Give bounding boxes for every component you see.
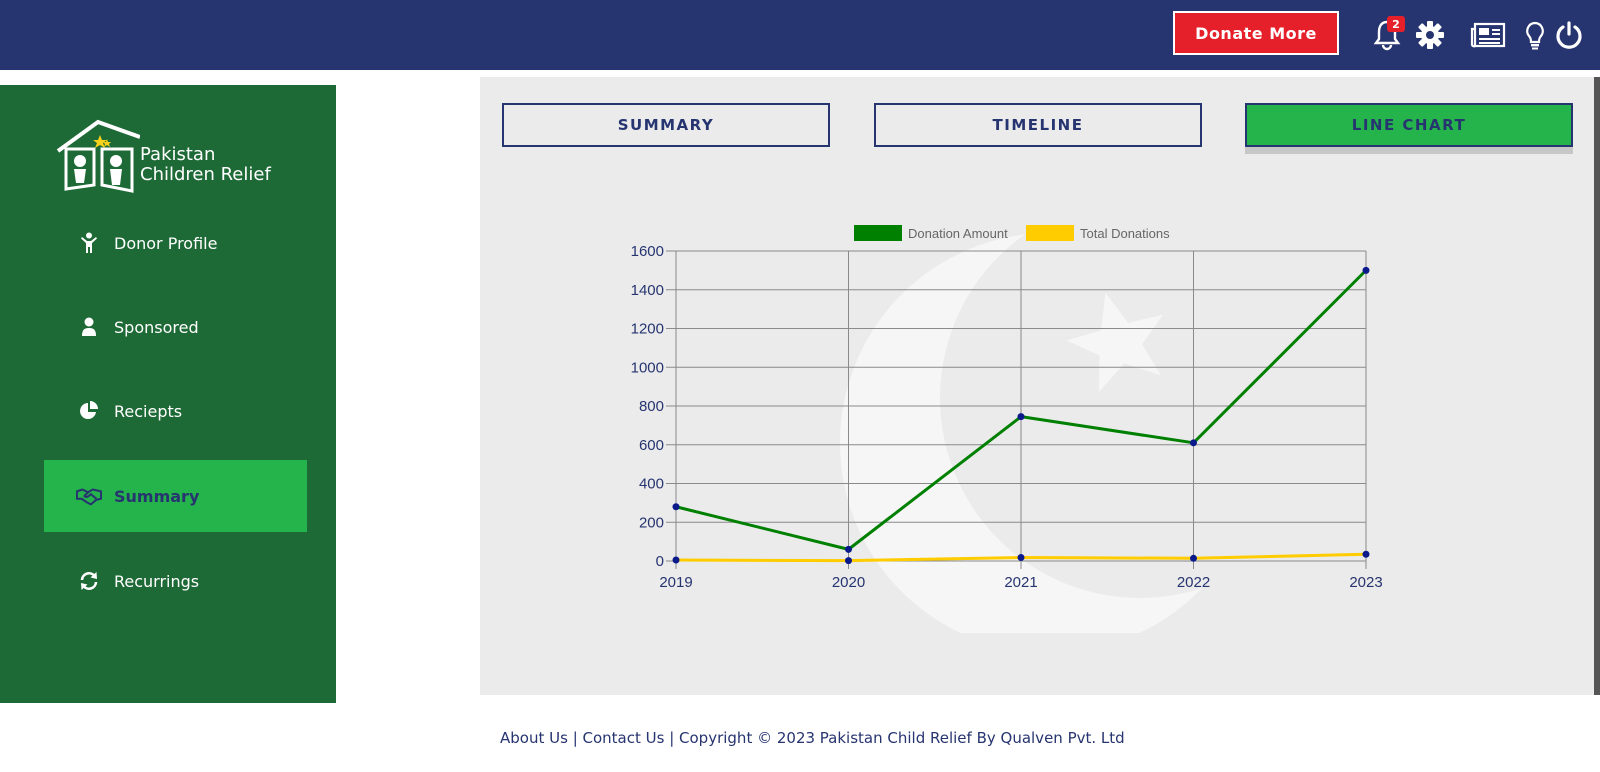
gear-icon[interactable] [1413, 18, 1447, 52]
legend-label: Total Donations [1080, 226, 1170, 241]
logo-text: Pakistan Children Relief [140, 145, 271, 185]
x-tick-label: 2021 [1004, 574, 1037, 591]
y-tick-label: 1200 [631, 321, 664, 338]
handshake-icon [76, 486, 102, 506]
crescent-star-watermark [840, 198, 1340, 653]
donate-more-button[interactable]: Donate More [1173, 11, 1339, 55]
data-point[interactable] [672, 503, 680, 511]
sidebar-item-sponsored[interactable]: Sponsored [44, 291, 307, 363]
footer-separator: | [664, 729, 680, 747]
y-tick-label: 200 [639, 514, 664, 531]
data-point[interactable] [1017, 554, 1025, 562]
y-tick-label: 400 [639, 476, 664, 493]
tab-line-chart[interactable]: LINE CHART [1245, 103, 1573, 147]
tab-timeline[interactable]: TIMELINE [874, 103, 1202, 147]
x-tick-label: 2023 [1349, 574, 1382, 591]
data-point[interactable] [1362, 266, 1370, 274]
data-point[interactable] [845, 557, 852, 565]
sidebar-item-summary[interactable]: Summary [44, 460, 307, 532]
sidebar-item-label: Recurrings [114, 571, 200, 591]
user-icon [76, 317, 102, 337]
refresh-icon [76, 571, 102, 591]
logo[interactable]: Pakistan Children Relief [56, 119, 296, 194]
contact-us-link[interactable]: Contact Us [582, 729, 665, 747]
footer-separator: | [567, 729, 583, 747]
legend-label: Donation Amount [908, 226, 1008, 241]
main-panel: SUMMARY TIMELINE LINE CHART 0 200 400 600 80… [480, 77, 1600, 695]
house-logo-icon [56, 119, 141, 193]
y-tick-label: 800 [639, 398, 664, 415]
data-point[interactable] [1362, 550, 1370, 558]
sidebar-item-recurrings[interactable]: Recurrings [44, 545, 307, 617]
logo-line2: Children Relief [140, 164, 271, 185]
data-point[interactable] [1017, 413, 1025, 421]
pie-chart-icon [76, 400, 102, 422]
data-point[interactable] [672, 556, 680, 564]
chart-svg: 0 200 400 600 800 1000 1200 1400 1600 2019 2020 202… [631, 198, 1383, 653]
sidebar-item-label: Summary [114, 486, 200, 506]
y-tick-label: 1000 [631, 359, 664, 376]
data-point[interactable] [845, 545, 852, 553]
y-tick-label: 1400 [631, 282, 664, 299]
copyright-text: Copyright © 2023 Pakistan Child Relief B… [679, 729, 1125, 747]
notification-badge: 2 [1387, 16, 1405, 32]
logo-line1: Pakistan [140, 144, 216, 165]
lightbulb-icon[interactable] [1520, 18, 1550, 52]
footer: About Us | Contact Us | Copyright © 2023… [500, 729, 1125, 747]
legend-swatch [1026, 225, 1074, 241]
x-tick-label: 2019 [659, 574, 692, 591]
tab-summary[interactable]: SUMMARY [502, 103, 830, 147]
y-tick-label: 600 [639, 437, 664, 454]
top-navbar: Donate More 2 [0, 0, 1600, 70]
x-tick-label: 2022 [1177, 574, 1210, 591]
sidebar-item-label: Sponsored [114, 317, 199, 337]
power-icon[interactable] [1552, 18, 1586, 52]
sidebar-item-label: Reciepts [114, 401, 183, 421]
legend-swatch [854, 225, 902, 241]
newspaper-icon[interactable] [1469, 18, 1507, 52]
data-point[interactable] [1190, 439, 1197, 447]
sidebar-item-receipts[interactable]: Reciepts [44, 375, 307, 447]
sidebar-item-donor-profile[interactable]: Donor Profile [44, 207, 307, 279]
x-tick-label: 2020 [832, 574, 865, 591]
y-tick-label: 0 [656, 553, 664, 570]
y-tick-label: 1600 [631, 243, 664, 260]
data-point[interactable] [1190, 554, 1197, 562]
sidebar: Pakistan Children Relief Donor Profile S… [0, 85, 336, 703]
bell-icon[interactable]: 2 [1370, 16, 1405, 52]
sidebar-item-label: Donor Profile [114, 233, 218, 253]
line-chart: 0 200 400 600 800 1000 1200 1400 1600 2019 2020 202… [620, 198, 1420, 653]
child-icon [76, 232, 102, 254]
about-us-link[interactable]: About Us [500, 729, 568, 747]
